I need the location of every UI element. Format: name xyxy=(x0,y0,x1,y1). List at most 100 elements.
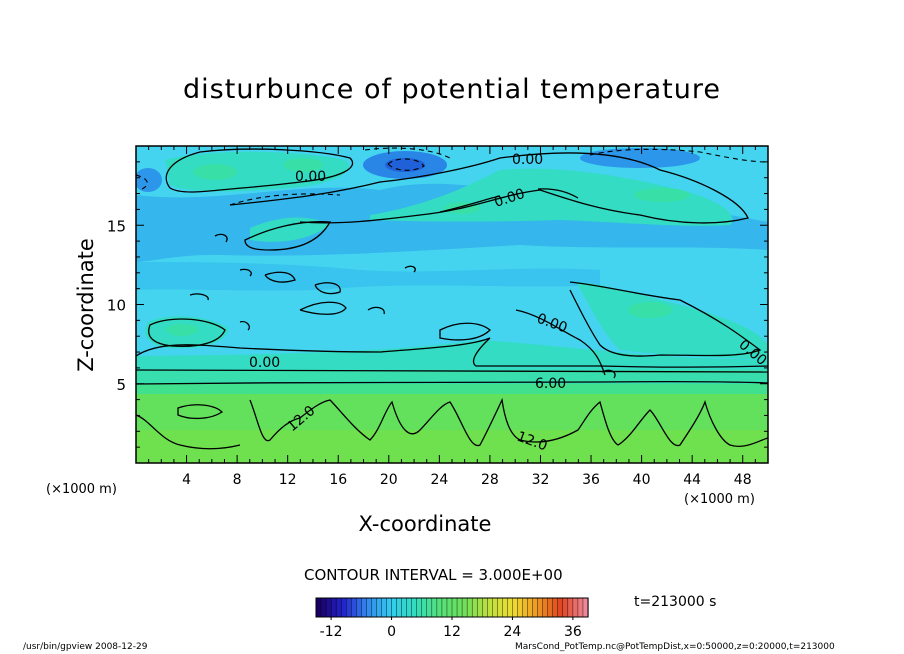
x-tick-label: 12 xyxy=(279,472,297,488)
colorbar-cell xyxy=(567,597,574,618)
contour-label: 6.00 xyxy=(535,376,566,392)
contour-line-negative xyxy=(364,147,451,159)
field-warm-patch xyxy=(283,158,323,172)
plot-field xyxy=(136,146,768,463)
contour-line xyxy=(249,397,768,447)
colorbar-cell xyxy=(441,597,448,618)
field-warm-patch xyxy=(193,164,237,180)
contour-label: 0.00 xyxy=(249,355,280,371)
field-cold-cell xyxy=(580,148,700,168)
contour-label: 0.00 xyxy=(295,169,326,185)
colorbar-cell xyxy=(502,597,509,618)
colorbar-cell xyxy=(421,597,428,618)
x-tick-label: 44 xyxy=(683,472,701,488)
contour-line xyxy=(515,309,606,376)
colorbar-cell xyxy=(361,597,367,618)
colorbar-cell xyxy=(456,597,463,618)
colorbar-tick-label: 36 xyxy=(564,624,582,640)
colorbar-cell xyxy=(552,597,559,618)
x-tick-label: 36 xyxy=(582,472,600,488)
field-warm-patch xyxy=(166,324,198,336)
footer-data-source: MarsCond_PotTemp.nc@PotTempDist,x=0:5000… xyxy=(515,642,835,652)
contour-line xyxy=(136,380,768,385)
colorbar-cell xyxy=(396,597,403,618)
colorbar-cell xyxy=(381,597,388,618)
contour-line xyxy=(537,188,579,199)
colorbar-cell xyxy=(416,597,423,618)
y-axis-label: Z-coordinate xyxy=(74,238,98,372)
colorbar-cell xyxy=(315,597,322,618)
contour-line-negative xyxy=(229,193,341,206)
colorbar-cell xyxy=(351,597,357,618)
contour-line xyxy=(569,281,762,357)
x-tick-label: 24 xyxy=(430,472,448,488)
chart-title: disturbunce of potential temperature xyxy=(183,74,721,105)
field-blue-band xyxy=(136,262,600,291)
colorbar-cell xyxy=(572,597,579,618)
colorbar-cell xyxy=(547,597,554,618)
colorbar xyxy=(315,597,589,618)
colorbar-cell xyxy=(346,597,352,618)
contour-line xyxy=(367,306,385,315)
colorbar-cell xyxy=(330,597,337,618)
colorbar-cell xyxy=(532,597,539,618)
colorbar-tick-label: 24 xyxy=(504,624,522,640)
x-tick-label: 20 xyxy=(380,472,398,488)
contour-line xyxy=(439,195,501,213)
colorbar-cell xyxy=(401,597,408,618)
contour-line xyxy=(244,221,332,251)
footer-program-date: /usr/bin/gpview 2008-12-29 xyxy=(23,642,148,652)
contours xyxy=(136,148,768,450)
contour-line xyxy=(299,301,347,315)
time-label: t=213000 s xyxy=(634,594,717,610)
colorbar-cell xyxy=(451,597,458,618)
field-lower-band xyxy=(136,340,768,372)
contour-line xyxy=(136,337,768,368)
colorbar-cell xyxy=(356,597,362,618)
x-axis: 4 8 12 16 20 24 28 32 36 40 44 48 xyxy=(148,146,756,488)
contour-line-negative xyxy=(589,148,768,163)
contour-line xyxy=(439,322,491,341)
colorbar-tick-label: -12 xyxy=(320,624,343,640)
y-axis: 5 10 15 xyxy=(107,161,768,448)
colorbar-cell xyxy=(371,597,378,618)
x-tick-label: 28 xyxy=(481,472,499,488)
field-cold-cell xyxy=(385,158,425,172)
contour-line xyxy=(165,148,353,193)
colorbar-ticks: -12 0 12 24 36 xyxy=(320,617,582,640)
x-tick-label: 8 xyxy=(233,472,242,488)
colorbar-cell xyxy=(527,597,534,618)
x-tick-label: 48 xyxy=(734,472,752,488)
x-axis-label: X-coordinate xyxy=(358,512,492,536)
contour-line xyxy=(264,271,296,283)
colorbar-tick-label: 0 xyxy=(387,624,396,640)
colorbar-cell xyxy=(497,597,503,618)
colorbar-cell xyxy=(522,597,529,618)
colorbar-cell xyxy=(406,597,413,618)
contour-interval-label: CONTOUR INTERVAL = 3.000E+00 xyxy=(304,566,563,584)
x-tick-label: 40 xyxy=(633,472,651,488)
colorbar-cell xyxy=(431,597,438,618)
x-tick-label: 16 xyxy=(329,472,347,488)
y-tick-label: 10 xyxy=(107,297,126,315)
colorbar-cell xyxy=(436,597,443,618)
contour-line xyxy=(314,282,341,295)
colorbar-cell xyxy=(476,597,483,618)
field-warm-patch xyxy=(628,302,672,318)
field-warm-patch xyxy=(634,188,690,202)
colorbar-cell xyxy=(320,597,327,618)
colorbar-cell xyxy=(482,597,488,618)
contour-line xyxy=(136,369,768,373)
colorbar-cell xyxy=(507,597,514,618)
x-tick-label: 4 xyxy=(182,472,191,488)
field-lower-band xyxy=(136,370,768,384)
colorbar-cell xyxy=(542,597,549,618)
contour-line xyxy=(601,369,616,379)
colorbar-cell xyxy=(426,597,433,618)
colorbar-cell xyxy=(376,597,383,618)
contour-line xyxy=(189,293,209,301)
colorbar-cell xyxy=(461,597,468,618)
colorbar-cell xyxy=(325,597,332,618)
field-lower-band xyxy=(136,384,768,394)
